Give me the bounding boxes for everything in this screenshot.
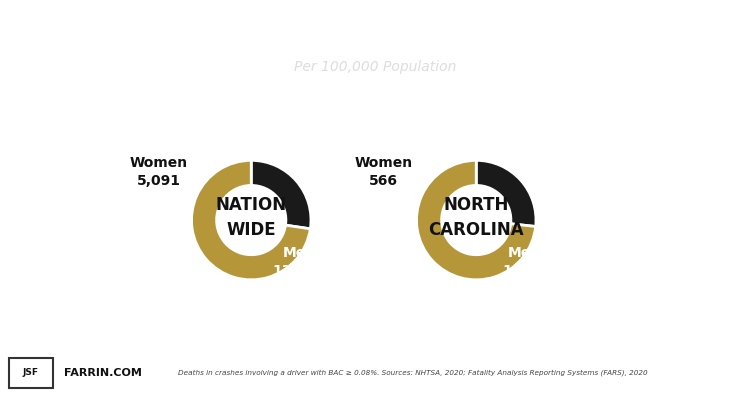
Text: Women
5,091: Women 5,091 <box>130 156 188 189</box>
Text: Deaths in crashes involving a driver with BAC ≥ 0.08%. Sources: NHTSA, 2020; Fat: Deaths in crashes involving a driver wit… <box>178 369 647 376</box>
Text: Women
566: Women 566 <box>355 156 413 189</box>
Text: Men
1,553: Men 1,553 <box>502 246 546 278</box>
Text: NORTH
CAROLINA: NORTH CAROLINA <box>428 196 524 239</box>
Wedge shape <box>191 160 310 280</box>
Text: Per 100,000 Population: Per 100,000 Population <box>294 61 456 74</box>
Wedge shape <box>476 160 536 226</box>
Wedge shape <box>416 160 536 280</box>
Text: Alcohol-Impaired Driving Death Rates by Sex: Alcohol-Impaired Driving Death Rates by … <box>75 16 675 40</box>
Wedge shape <box>251 160 311 229</box>
FancyBboxPatch shape <box>9 358 53 388</box>
Text: Men
13,531: Men 13,531 <box>272 246 326 278</box>
Text: JSF: JSF <box>22 368 39 377</box>
Text: FARRIN.COM: FARRIN.COM <box>64 367 142 378</box>
Text: NATION
WIDE: NATION WIDE <box>216 196 286 239</box>
